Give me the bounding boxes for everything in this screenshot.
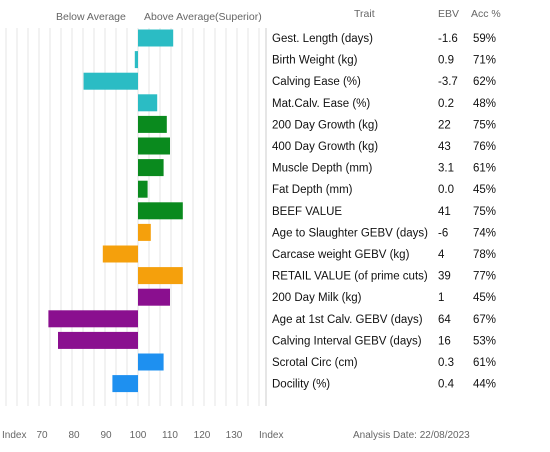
trait-label: Gest. Length (days) bbox=[272, 33, 373, 45]
trait-label: Age at 1st Calv. GEBV (days) bbox=[272, 314, 423, 326]
ebv-value: -3.7 bbox=[438, 76, 458, 88]
acc-value: 75% bbox=[473, 119, 496, 131]
analysis-date: Analysis Date: 22/08/2023 bbox=[353, 430, 470, 441]
below-average-header: Below Average bbox=[56, 11, 126, 23]
bar bbox=[138, 115, 167, 133]
bar bbox=[58, 331, 138, 349]
trait-label: Fat Depth (mm) bbox=[272, 184, 353, 196]
bar bbox=[102, 245, 138, 263]
ebv-value: 1 bbox=[438, 292, 444, 304]
bars-group bbox=[48, 29, 183, 393]
acc-header: Acc % bbox=[471, 8, 501, 20]
x-axis-right-label: Index bbox=[259, 430, 283, 441]
x-axis-left-label: Index bbox=[2, 430, 26, 441]
acc-value: 75% bbox=[473, 206, 496, 218]
ebv-header: EBV bbox=[438, 8, 459, 20]
bar bbox=[138, 137, 170, 155]
acc-value: 77% bbox=[473, 271, 496, 283]
x-tick-label: 110 bbox=[162, 430, 178, 441]
acc-value: 61% bbox=[473, 163, 496, 175]
table-rows: Gest. Length (days) -1.6 59% Birth Weight (… bbox=[272, 33, 496, 391]
bar bbox=[83, 72, 138, 90]
acc-value: 71% bbox=[473, 55, 496, 67]
ebv-value: 0.3 bbox=[438, 357, 454, 369]
acc-value: 48% bbox=[473, 98, 496, 110]
above-average-header: Above Average(Superior) bbox=[144, 11, 262, 23]
trait-label: 400 Day Growth (kg) bbox=[272, 141, 378, 153]
ebv-value: 16 bbox=[438, 335, 451, 347]
trait-label: Docility (%) bbox=[272, 379, 330, 391]
ebv-value: 3.1 bbox=[438, 163, 454, 175]
acc-value: 59% bbox=[473, 33, 496, 45]
x-tick-label: 80 bbox=[68, 430, 80, 441]
acc-value: 61% bbox=[473, 357, 496, 369]
bar bbox=[138, 180, 148, 198]
acc-value: 62% bbox=[473, 76, 496, 88]
bar bbox=[138, 223, 151, 241]
acc-value: 53% bbox=[473, 335, 496, 347]
trait-label: Mat.Calv. Ease (%) bbox=[272, 98, 370, 110]
x-tick-label: 130 bbox=[226, 430, 243, 441]
ebv-value: 0.2 bbox=[438, 98, 454, 110]
trait-label: Calving Ease (%) bbox=[272, 76, 361, 88]
ebv-value: 43 bbox=[438, 141, 451, 153]
acc-value: 78% bbox=[473, 249, 496, 261]
bar bbox=[138, 94, 158, 112]
ebv-value: 4 bbox=[438, 249, 445, 261]
bar bbox=[48, 310, 138, 328]
ebv-value: 0.4 bbox=[438, 379, 455, 391]
acc-value: 44% bbox=[473, 379, 496, 391]
bar bbox=[138, 267, 183, 285]
x-tick-label: 90 bbox=[100, 430, 112, 441]
trait-label: Age to Slaughter GEBV (days) bbox=[272, 227, 428, 239]
ebv-value: -1.6 bbox=[438, 33, 458, 45]
trait-label: Carcase weight GEBV (kg) bbox=[272, 249, 410, 261]
x-axis-ticks: 70 80 90 100 110 120 130 bbox=[36, 430, 242, 441]
ebv-value: 0.9 bbox=[438, 55, 454, 67]
bar bbox=[138, 202, 183, 220]
ebv-value: 0.0 bbox=[438, 184, 454, 196]
bar bbox=[112, 375, 138, 393]
ebv-value: 41 bbox=[438, 206, 451, 218]
x-tick-label: 100 bbox=[130, 430, 147, 441]
trait-header: Trait bbox=[354, 8, 375, 20]
bar bbox=[138, 288, 170, 306]
bar bbox=[138, 353, 164, 371]
ebv-value: -6 bbox=[438, 227, 448, 239]
ebv-value: 39 bbox=[438, 271, 451, 283]
acc-value: 74% bbox=[473, 227, 496, 239]
x-tick-label: 120 bbox=[194, 430, 211, 441]
acc-value: 67% bbox=[473, 314, 496, 326]
trait-label: Calving Interval GEBV (days) bbox=[272, 335, 422, 347]
trait-label: 200 Day Milk (kg) bbox=[272, 292, 362, 304]
acc-value: 76% bbox=[473, 141, 496, 153]
ebv-value: 64 bbox=[438, 314, 451, 326]
acc-value: 45% bbox=[473, 292, 496, 304]
bar bbox=[138, 29, 174, 47]
trait-label: Muscle Depth (mm) bbox=[272, 163, 372, 175]
trait-label: Scrotal Circ (cm) bbox=[272, 357, 358, 369]
trait-label: BEEF VALUE bbox=[272, 206, 342, 218]
trait-label: 200 Day Growth (kg) bbox=[272, 119, 378, 131]
trait-label: RETAIL VALUE (of prime cuts) bbox=[272, 271, 428, 283]
x-tick-label: 70 bbox=[36, 430, 48, 441]
acc-value: 45% bbox=[473, 184, 496, 196]
trait-label: Birth Weight (kg) bbox=[272, 55, 358, 67]
bar bbox=[134, 51, 138, 69]
ebv-value: 22 bbox=[438, 119, 451, 131]
bar bbox=[138, 159, 164, 177]
